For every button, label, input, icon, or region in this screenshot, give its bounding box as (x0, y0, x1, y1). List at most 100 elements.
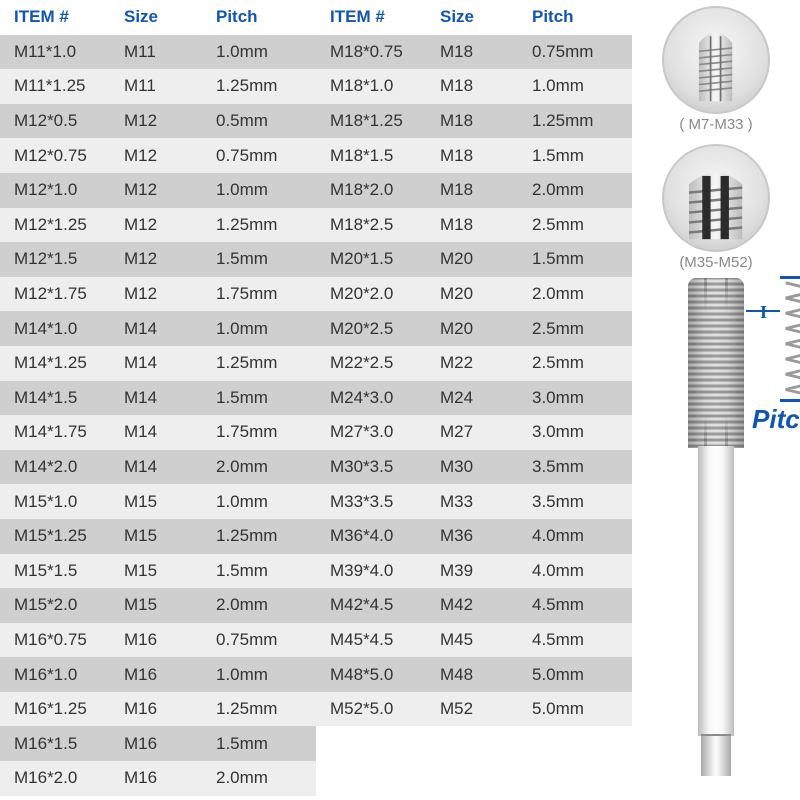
cell-pitch: 1.0mm (212, 492, 316, 512)
table-row: M30*3.5M303.5mm (316, 450, 632, 485)
cell-size: M45 (436, 630, 528, 650)
cell-size: M33 (436, 492, 528, 512)
cell-item: M20*1.5 (316, 249, 436, 269)
cell-item: M20*2.5 (316, 319, 436, 339)
cell-pitch: 1.5mm (212, 561, 316, 581)
table-row: M11*1.25M111.25mm (0, 69, 316, 104)
cell-item: M14*1.0 (0, 319, 120, 339)
table-row: M16*1.0M161.0mm (0, 657, 316, 692)
cell-item: M18*1.0 (316, 76, 436, 96)
cell-pitch: 5.0mm (528, 665, 632, 685)
cell-size: M42 (436, 595, 528, 615)
cell-item: M20*2.0 (316, 284, 436, 304)
tap-tool-image (688, 278, 744, 778)
cell-item: M14*2.0 (0, 457, 120, 477)
cell-size: M18 (436, 111, 528, 131)
cell-size: M14 (120, 319, 212, 339)
cell-item: M15*1.25 (0, 526, 120, 546)
table-row: M20*1.5M201.5mm (316, 242, 632, 277)
table-row: M16*1.5M161.5mm (0, 726, 316, 761)
cell-size: M15 (120, 595, 212, 615)
table-row: M18*1.0M181.0mm (316, 69, 632, 104)
cell-size: M20 (436, 319, 528, 339)
cell-pitch: 2.0mm (212, 595, 316, 615)
cell-item: M24*3.0 (316, 388, 436, 408)
cell-size: M18 (436, 215, 528, 235)
tap-tip-closeup-small (662, 6, 770, 114)
table-row: M15*1.5M151.5mm (0, 554, 316, 589)
cell-item: M15*2.0 (0, 595, 120, 615)
table-row: M18*2.0M182.0mm (316, 173, 632, 208)
tap-tip-icon (674, 18, 757, 101)
cell-size: M16 (120, 630, 212, 650)
cell-size: M27 (436, 422, 528, 442)
cell-size: M14 (120, 353, 212, 373)
tap-thread-section (688, 278, 744, 448)
cell-pitch: 1.5mm (212, 249, 316, 269)
cell-pitch: 1.25mm (528, 111, 632, 131)
table-row: M14*1.75M141.75mm (0, 415, 316, 450)
pitch-label: Pitch (752, 404, 800, 435)
cell-pitch: 1.75mm (212, 422, 316, 442)
tap-tip-closeup-large (662, 144, 770, 252)
cell-size: M15 (120, 492, 212, 512)
cell-size: M18 (436, 180, 528, 200)
cell-item: M30*3.5 (316, 457, 436, 477)
cell-item: M16*0.75 (0, 630, 120, 650)
cell-item: M52*5.0 (316, 699, 436, 719)
tap-shank-section (698, 446, 734, 736)
spec-tables: ITEM # Size Pitch M11*1.0M111.0mmM11*1.2… (0, 0, 632, 800)
cell-item: M18*2.0 (316, 180, 436, 200)
cell-item: M11*1.0 (0, 42, 120, 62)
cell-pitch: 2.5mm (528, 215, 632, 235)
cell-size: M15 (120, 561, 212, 581)
cell-pitch: 1.25mm (212, 526, 316, 546)
table-row: M15*2.0M152.0mm (0, 588, 316, 623)
cell-item: M16*1.5 (0, 734, 120, 754)
table-row: M12*1.5M121.5mm (0, 242, 316, 277)
cell-size: M16 (120, 734, 212, 754)
table-row: M24*3.0M243.0mm (316, 381, 632, 416)
cell-pitch: 2.0mm (528, 284, 632, 304)
table-row: M16*0.75M160.75mm (0, 623, 316, 658)
cell-pitch: 1.0mm (212, 665, 316, 685)
cell-size: M22 (436, 353, 528, 373)
cell-pitch: 2.0mm (528, 180, 632, 200)
cell-item: M33*3.5 (316, 492, 436, 512)
size-range-label-1: ( M7-M33 ) (646, 116, 786, 133)
cell-size: M12 (120, 249, 212, 269)
cell-item: M48*5.0 (316, 665, 436, 685)
col-header-size: Size (120, 7, 212, 27)
cell-item: M14*1.25 (0, 353, 120, 373)
table-row: M18*1.25M181.25mm (316, 104, 632, 139)
product-diagram-panel: ( M7-M33 ) (M35-M52) (632, 0, 800, 800)
cell-item: M36*4.0 (316, 526, 436, 546)
cell-size: M30 (436, 457, 528, 477)
cell-item: M18*0.75 (316, 42, 436, 62)
cell-size: M14 (120, 457, 212, 477)
cell-pitch: 1.5mm (212, 734, 316, 754)
cell-item: M15*1.5 (0, 561, 120, 581)
cell-pitch: 0.5mm (212, 111, 316, 131)
cell-size: M14 (120, 422, 212, 442)
cell-size: M24 (436, 388, 528, 408)
table-row: M27*3.0M273.0mm (316, 415, 632, 450)
table-row: M14*1.0M141.0mm (0, 311, 316, 346)
cell-pitch: 1.75mm (212, 284, 316, 304)
table-header: ITEM # Size Pitch (0, 0, 316, 35)
table-row: M33*3.5M333.5mm (316, 484, 632, 519)
cell-item: M12*1.75 (0, 284, 120, 304)
cell-pitch: 0.75mm (212, 630, 316, 650)
cell-item: M12*0.5 (0, 111, 120, 131)
col-header-item: ITEM # (316, 7, 436, 27)
cell-item: M42*4.5 (316, 595, 436, 615)
cell-size: M20 (436, 249, 528, 269)
cell-item: M14*1.5 (0, 388, 120, 408)
cell-size: M36 (436, 526, 528, 546)
cell-pitch: 3.5mm (528, 492, 632, 512)
cell-pitch: 3.0mm (528, 388, 632, 408)
table-row: M42*4.5M424.5mm (316, 588, 632, 623)
tap-square-drive (701, 734, 731, 776)
cell-pitch: 1.5mm (528, 249, 632, 269)
cell-pitch: 2.0mm (212, 768, 316, 788)
